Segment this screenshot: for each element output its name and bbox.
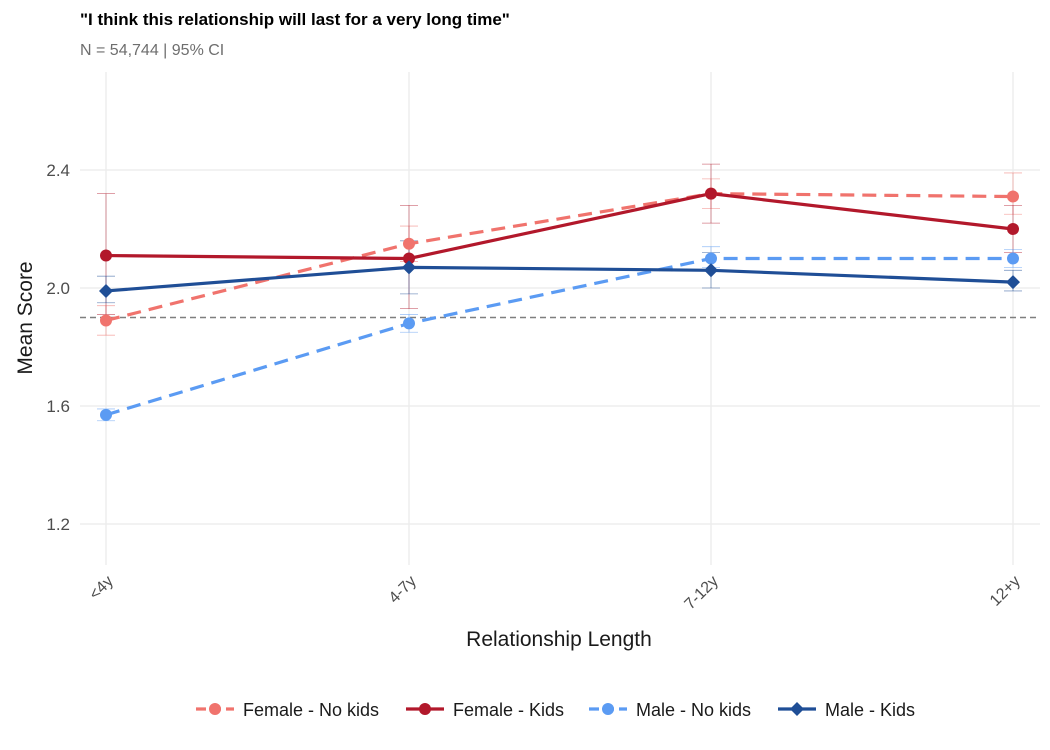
- series-points: [99, 187, 1020, 421]
- legend-key-marker-0: [209, 703, 221, 715]
- data-point-0-0: [100, 314, 112, 327]
- x-tick-label-0: <4y: [86, 573, 117, 604]
- data-point-0-3: [1007, 190, 1019, 203]
- x-tick-label-2: 7-12y: [682, 573, 722, 613]
- legend-label-0: Female - No kids: [243, 700, 379, 720]
- legend-key-marker-1: [419, 703, 431, 715]
- x-tick-label-1: 4-7y: [386, 573, 420, 607]
- series-lines: [105, 192, 1014, 417]
- y-axis-title: Mean Score: [14, 261, 37, 374]
- data-point-3-2: [704, 263, 718, 278]
- data-point-1-1: [403, 252, 415, 265]
- legend: Female - No kids Female - Kids Male - No k…: [196, 700, 915, 720]
- data-point-3-0: [99, 283, 113, 298]
- x-tick-label-3: 12+y: [987, 573, 1024, 610]
- x-axis-ticks: <4y 4-7y 7-12y 12+y: [86, 573, 1024, 613]
- y-tick-label-2: 2.0: [46, 279, 70, 298]
- data-point-1-3: [1007, 223, 1019, 235]
- y-tick-label-0: 1.2: [46, 515, 70, 534]
- legend-label-1: Female - Kids: [453, 700, 564, 720]
- series-line-1: [105, 192, 1014, 261]
- y-tick-label-3: 2.4: [46, 161, 70, 180]
- y-tick-label-1: 1.6: [46, 397, 70, 416]
- data-point-1-0: [100, 249, 112, 262]
- data-point-2-0: [100, 408, 112, 421]
- x-axis-title: Relationship Length: [466, 628, 652, 651]
- series-line-2: [105, 256, 1013, 417]
- y-axis-ticks: 1.2 1.6 2.0 2.4: [46, 161, 70, 534]
- data-point-1-2: [705, 187, 717, 200]
- data-point-0-1: [403, 237, 415, 250]
- chart-title: "I think this relationship will last for…: [80, 10, 510, 29]
- chart-subtitle: N = 54,744 | 95% CI: [80, 42, 225, 59]
- series-line-0: [105, 192, 1014, 323]
- data-point-3-1: [402, 260, 416, 275]
- legend-label-3: Male - Kids: [825, 700, 915, 720]
- data-point-2-1: [403, 317, 415, 330]
- data-point-3-3: [1006, 275, 1020, 290]
- grid-lines: [80, 72, 1040, 565]
- data-point-2-3: [1007, 252, 1019, 265]
- data-point-2-2: [705, 252, 717, 265]
- legend-key-marker-2: [602, 703, 614, 715]
- series-line-3: [105, 265, 1014, 293]
- legend-label-2: Male - No kids: [636, 700, 751, 720]
- legend-key-marker-3: [790, 702, 804, 716]
